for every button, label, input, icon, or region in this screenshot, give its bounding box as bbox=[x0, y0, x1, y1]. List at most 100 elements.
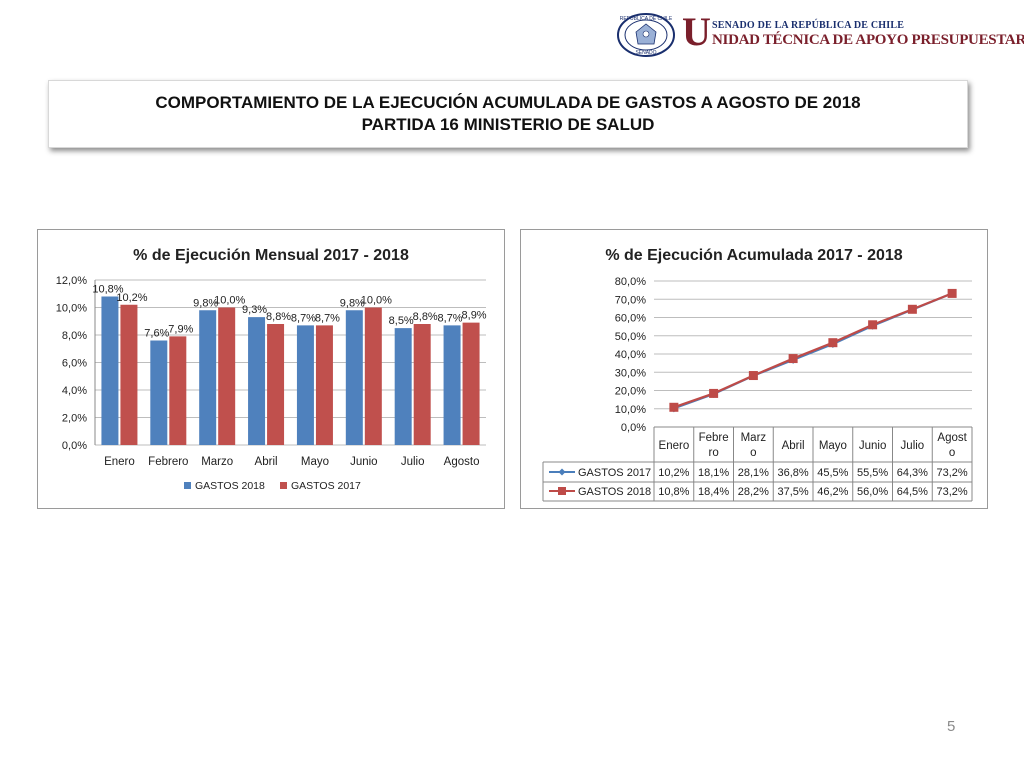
chart2-category-label: Agost bbox=[937, 432, 967, 444]
chart1-bar bbox=[462, 322, 480, 445]
chart2-table-value: 36,8% bbox=[778, 467, 809, 479]
chart1-data-label: 8,8% bbox=[413, 311, 438, 323]
chart2-legend-label: GASTOS 2017 bbox=[578, 467, 651, 479]
chart1-bar bbox=[120, 304, 138, 445]
chart1-xtick-label: Marzo bbox=[201, 456, 233, 468]
chart2-table-value: 73,2% bbox=[937, 486, 968, 498]
chart2-marker bbox=[669, 402, 679, 412]
chart2-legend-label: GASTOS 2018 bbox=[578, 486, 651, 498]
page-number: 5 bbox=[947, 718, 956, 735]
chart2-marker bbox=[907, 304, 917, 314]
chart1-bar bbox=[394, 328, 412, 445]
unit-name: NIDAD TÉCNICA DE APOYO PRESUPUESTARIO bbox=[712, 32, 1024, 48]
chart2-table-value: 18,1% bbox=[698, 467, 729, 479]
chart2-table-value: 10,2% bbox=[658, 467, 689, 479]
chart1-title: % de Ejecución Mensual 2017 - 2018 bbox=[133, 247, 409, 264]
chart1-ytick-label: 10,0% bbox=[56, 303, 87, 315]
chart2-category-label: Mayo bbox=[819, 440, 847, 452]
chart1-bar bbox=[364, 307, 382, 445]
chart1-xtick-label: Abril bbox=[255, 456, 278, 468]
chart1-xtick-label: Agosto bbox=[444, 456, 480, 468]
chart1-bar bbox=[150, 340, 168, 445]
chart1-bar bbox=[315, 325, 333, 445]
chart1-ytick-label: 4,0% bbox=[62, 385, 87, 397]
chart2-table-value: 18,4% bbox=[698, 486, 729, 498]
chart1-legend-swatch bbox=[280, 482, 287, 489]
senate-line: SENADO DE LA REPÚBLICA DE CHILE bbox=[712, 20, 905, 31]
slide-title-line1: COMPORTAMIENTO DE LA EJECUCIÓN ACUMULADA… bbox=[155, 93, 861, 112]
chart1-data-label: 8,9% bbox=[462, 310, 487, 322]
chart2-marker bbox=[788, 354, 798, 364]
chart2-table-value: 28,2% bbox=[738, 486, 769, 498]
header-branding: REPÚBLICA DE CHILE SENADO U SENADO DE LA… bbox=[612, 8, 1024, 64]
chart1-ytick-label: 12,0% bbox=[56, 275, 87, 287]
chart2-ytick-label: 20,0% bbox=[615, 386, 646, 398]
chart2-legend-marker bbox=[558, 487, 566, 495]
chart1-data-label: 7,6% bbox=[144, 328, 169, 340]
chart1-xtick-label: Julio bbox=[401, 456, 425, 468]
chart1-data-label: 9,3% bbox=[242, 304, 267, 316]
chart2-ytick-label: 10,0% bbox=[615, 404, 646, 416]
chart2-table-value: 45,5% bbox=[817, 467, 848, 479]
chart2-table-value: 64,5% bbox=[897, 486, 928, 498]
accumulated-execution-chart-svg: % de Ejecución Acumulada 2017 - 2018 0,0%… bbox=[542, 247, 973, 502]
chart1-legend-label: GASTOS 2018 bbox=[195, 480, 265, 492]
chart1-bar bbox=[413, 324, 431, 445]
monthly-execution-chart: % de Ejecución Mensual 2017 - 2018 0,0% 2,… bbox=[37, 229, 505, 509]
chart1-data-label: 10,8% bbox=[92, 284, 123, 296]
chart2-table-value: 37,5% bbox=[778, 486, 809, 498]
chart2-marker bbox=[748, 371, 758, 381]
chart2-table-value: 56,0% bbox=[857, 486, 888, 498]
chart1-data-label: 10,0% bbox=[214, 295, 245, 307]
chart1-data-label: 8,7% bbox=[315, 312, 340, 324]
slide-title-line2: PARTIDA 16 MINISTERIO DE SALUD bbox=[361, 115, 655, 134]
chart1-bar bbox=[248, 317, 266, 445]
chart1-data-label: 10,0% bbox=[361, 295, 392, 307]
chart1-xtick-label: Junio bbox=[350, 456, 378, 468]
chart1-xtick-label: Enero bbox=[104, 456, 135, 468]
chart2-marker bbox=[828, 338, 838, 348]
chart2-category-label: Febre bbox=[699, 432, 729, 444]
chart2-table-value: 10,8% bbox=[658, 486, 689, 498]
chart2-marker bbox=[868, 320, 878, 330]
chart2-category-label: o bbox=[750, 447, 756, 459]
chart1-bar bbox=[345, 310, 363, 445]
chart1-bar bbox=[169, 336, 187, 445]
chart2-legend-marker bbox=[558, 468, 566, 476]
chart1-data-label: 7,9% bbox=[168, 323, 193, 335]
chart1-ytick-label: 6,0% bbox=[62, 358, 87, 370]
chart2-marker bbox=[947, 288, 957, 298]
chart1-ytick-label: 2,0% bbox=[62, 413, 87, 425]
chart2-ytick-label: 60,0% bbox=[615, 313, 646, 325]
chart1-data-label: 8,8% bbox=[266, 311, 291, 323]
monthly-execution-chart-svg: % de Ejecución Mensual 2017 - 2018 0,0% 2,… bbox=[56, 247, 487, 492]
slide-title-box: COMPORTAMIENTO DE LA EJECUCIÓN ACUMULADA… bbox=[48, 80, 968, 148]
chart2-ytick-label: 30,0% bbox=[615, 367, 646, 379]
chart2-ytick-label: 80,0% bbox=[615, 276, 646, 288]
chart2-category-label: Junio bbox=[859, 440, 887, 452]
chart1-data-label: 9,8% bbox=[340, 297, 365, 309]
chart1-data-label: 8,5% bbox=[389, 315, 414, 327]
chart2-category-label: o bbox=[949, 447, 955, 459]
chart2-ytick-label: 70,0% bbox=[615, 294, 646, 306]
chart2-table-value: 46,2% bbox=[817, 486, 848, 498]
chart1-data-label: 8,7% bbox=[438, 312, 463, 324]
chart1-xtick-label: Mayo bbox=[301, 456, 329, 468]
chart1-legend-swatch bbox=[184, 482, 191, 489]
chart2-category-label: Marz bbox=[741, 432, 767, 444]
seal-bottom-text: SENADO bbox=[635, 50, 656, 56]
chart1-bar bbox=[199, 310, 217, 445]
chart2-ytick-label: 50,0% bbox=[615, 331, 646, 343]
chart2-series-line bbox=[673, 292, 953, 409]
unit-initial: U bbox=[682, 9, 711, 54]
chart1-bar bbox=[267, 324, 285, 445]
chart2-title: % de Ejecución Acumulada 2017 - 2018 bbox=[605, 247, 902, 264]
chart2-table-value: 55,5% bbox=[857, 467, 888, 479]
seal-top-text: REPÚBLICA DE CHILE bbox=[620, 15, 673, 22]
chart2-category-label: Abril bbox=[782, 440, 805, 452]
chart2-table-value: 28,1% bbox=[738, 467, 769, 479]
chart1-data-label: 8,7% bbox=[291, 312, 316, 324]
chart1-bar bbox=[218, 307, 236, 445]
chart1-data-label: 10,2% bbox=[116, 292, 147, 304]
chart2-table-value: 73,2% bbox=[937, 467, 968, 479]
